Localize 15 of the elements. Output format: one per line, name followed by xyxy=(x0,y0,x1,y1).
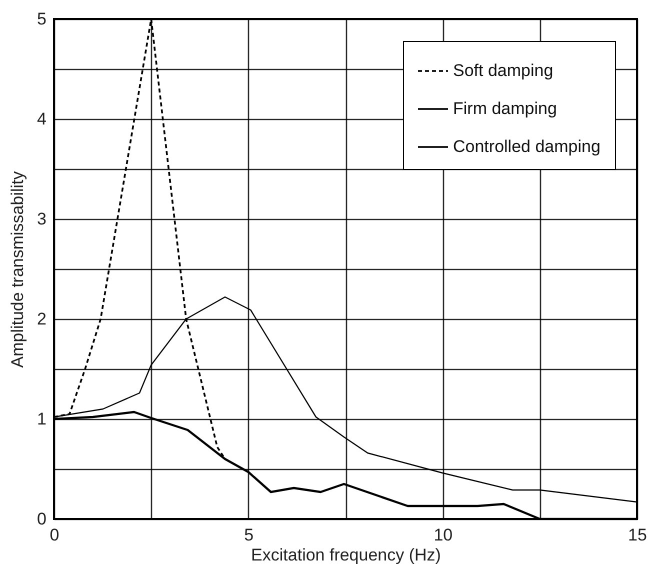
x-tick-label: 5 xyxy=(244,526,254,544)
x-tick-label: 10 xyxy=(434,526,453,544)
legend-label: Controlled damping xyxy=(453,137,600,156)
y-tick-label: 0 xyxy=(37,510,46,528)
y-tick-label: 1 xyxy=(37,410,46,428)
x-tick-label: 15 xyxy=(628,526,647,544)
y-tick-label: 4 xyxy=(37,110,46,128)
y-tick-label: 3 xyxy=(37,210,46,228)
x-tick-label: 0 xyxy=(50,526,60,544)
y-tick-label: 2 xyxy=(37,310,46,328)
y-axis-title: Amplitude transmissability xyxy=(8,170,28,368)
y-tick-label: 5 xyxy=(37,10,46,28)
legend-label: Firm damping xyxy=(453,99,557,118)
legend-label: Soft damping xyxy=(453,61,554,80)
x-axis-title: Excitation frequency (Hz) xyxy=(251,546,441,564)
